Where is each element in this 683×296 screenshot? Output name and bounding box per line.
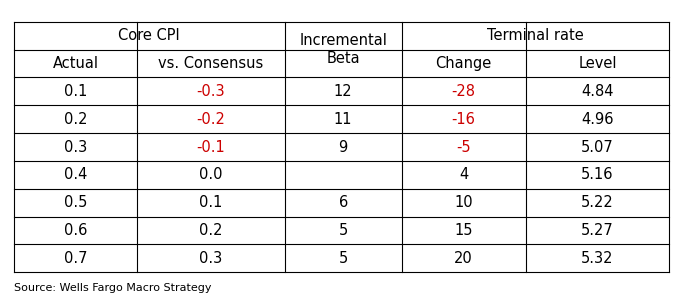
Text: 0.7: 0.7 [64, 251, 87, 266]
Text: -0.2: -0.2 [197, 112, 225, 127]
Text: 0.6: 0.6 [64, 223, 87, 238]
Text: 20: 20 [454, 251, 473, 266]
Text: 0.1: 0.1 [64, 84, 87, 99]
Text: 9: 9 [339, 140, 348, 155]
Text: 0.4: 0.4 [64, 168, 87, 182]
Text: 4.84: 4.84 [581, 84, 614, 99]
Text: Incremental
Beta: Incremental Beta [299, 33, 387, 66]
Text: 5: 5 [339, 223, 348, 238]
Text: 10: 10 [454, 195, 473, 210]
Text: 15: 15 [454, 223, 473, 238]
Text: -0.3: -0.3 [197, 84, 225, 99]
Text: 0.5: 0.5 [64, 195, 87, 210]
Text: 4: 4 [459, 168, 469, 182]
Text: -28: -28 [451, 84, 475, 99]
Text: 0.1: 0.1 [199, 195, 223, 210]
Text: 5.16: 5.16 [581, 168, 614, 182]
Text: 0.3: 0.3 [64, 140, 87, 155]
Text: 0.2: 0.2 [199, 223, 223, 238]
Text: 5.22: 5.22 [581, 195, 614, 210]
Text: Change: Change [436, 56, 492, 71]
Text: Level: Level [579, 56, 617, 71]
Text: 0.2: 0.2 [64, 112, 87, 127]
Text: 0.3: 0.3 [199, 251, 223, 266]
Text: Core CPI: Core CPI [118, 28, 180, 43]
Text: -5: -5 [456, 140, 471, 155]
Text: Source: Wells Fargo Macro Strategy: Source: Wells Fargo Macro Strategy [14, 283, 211, 293]
Text: -16: -16 [451, 112, 475, 127]
Text: vs. Consensus: vs. Consensus [158, 56, 264, 71]
Text: 0.0: 0.0 [199, 168, 223, 182]
Text: -0.1: -0.1 [197, 140, 225, 155]
Text: 4.96: 4.96 [581, 112, 614, 127]
Text: 5: 5 [339, 251, 348, 266]
Text: 12: 12 [334, 84, 352, 99]
Text: Actual: Actual [53, 56, 98, 71]
Text: 6: 6 [339, 195, 348, 210]
Text: 11: 11 [334, 112, 352, 127]
Text: 5.07: 5.07 [581, 140, 614, 155]
Text: Terminal rate: Terminal rate [487, 28, 584, 43]
Text: 5.27: 5.27 [581, 223, 614, 238]
Text: 5.32: 5.32 [581, 251, 614, 266]
